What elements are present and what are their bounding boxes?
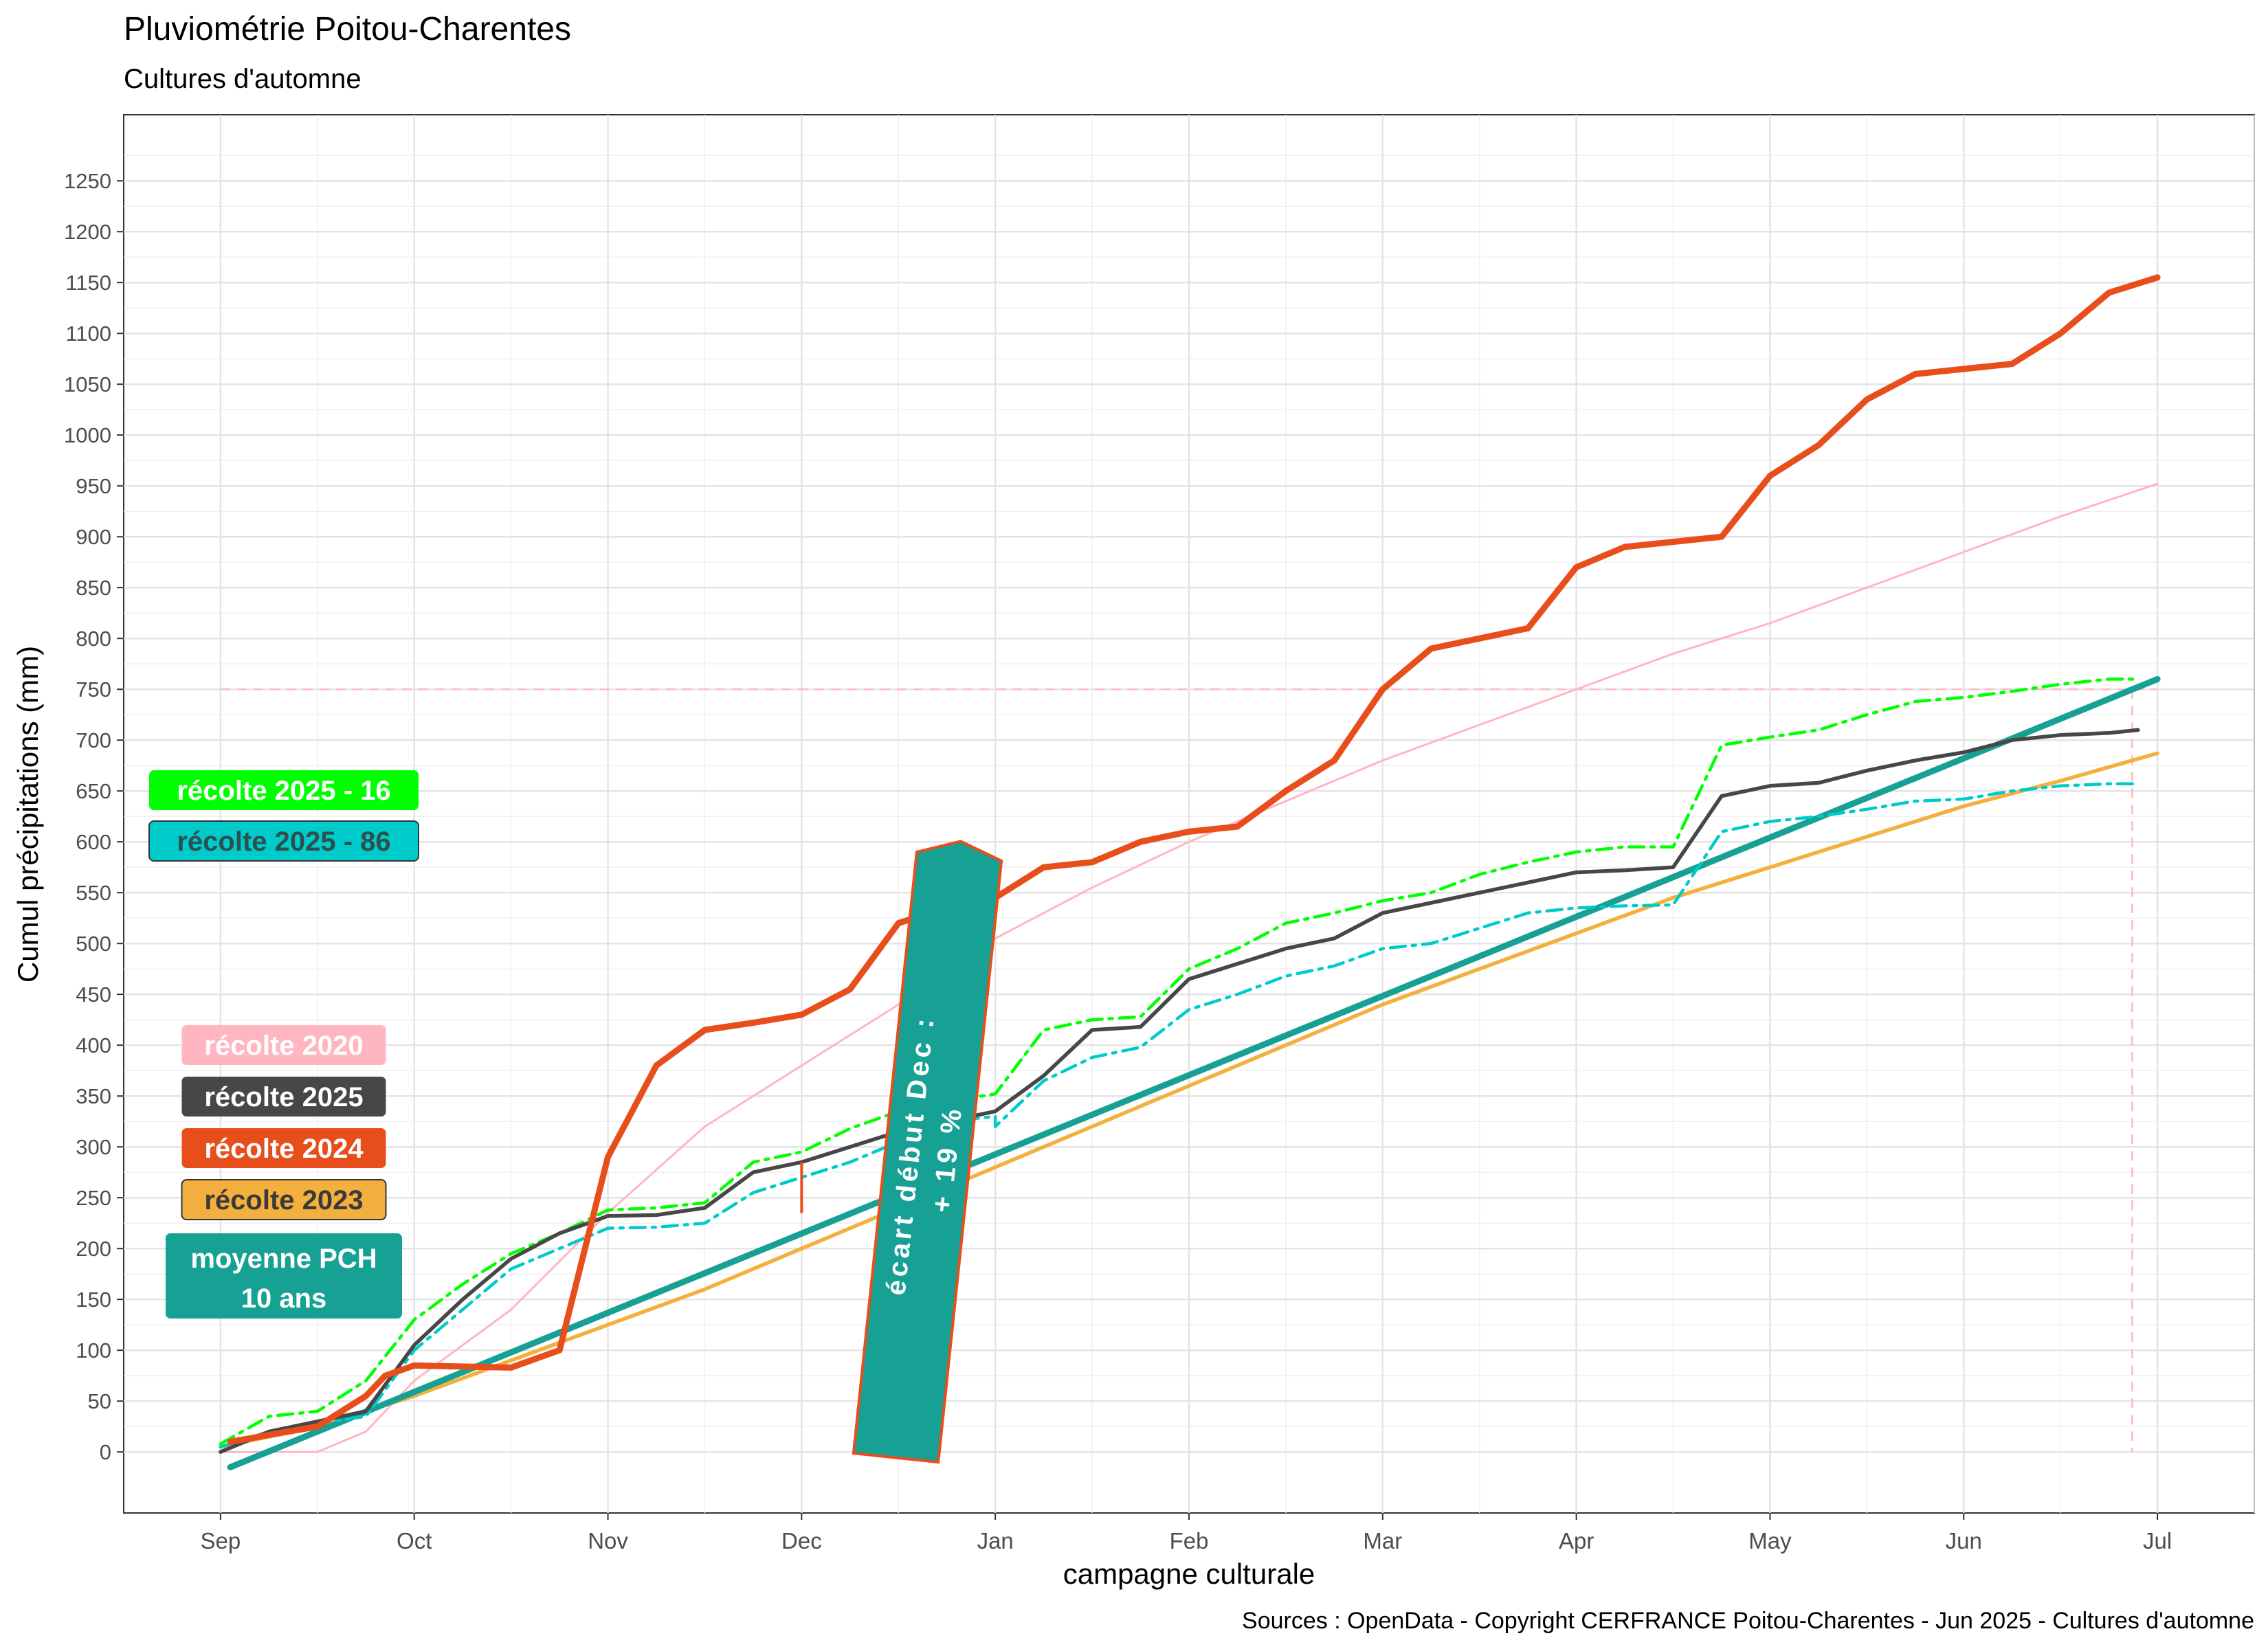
axis-layer: 0 50 100 150 200 250 300 350 400 450 500 550 600 650 7…: [64, 169, 2172, 1553]
y-tick-label: 400: [76, 1033, 111, 1057]
y-tick-label: 1150: [65, 271, 111, 295]
y-axis-label: Cumul précipitations (mm): [12, 646, 44, 983]
y-tick-label: 950: [76, 474, 111, 498]
y-tick-label: 350: [76, 1084, 111, 1108]
y-tick-label: 1050: [64, 372, 111, 396]
chart-title: Pluviométrie Poitou-Charentes: [124, 11, 571, 47]
y-tick-label: 300: [76, 1135, 111, 1159]
legend-box-0: [149, 770, 419, 810]
x-tick-label: May: [1748, 1528, 1792, 1553]
x-tick-label: Mar: [1363, 1528, 1402, 1553]
legend-box-1: [148, 820, 419, 862]
y-tick-label: 500: [76, 932, 111, 956]
series-layer: [219, 274, 2161, 1470]
legend-label-4: récolte 2024: [204, 1134, 364, 1164]
series-line-recolte-2025: [219, 728, 2140, 1454]
y-tick-label: 1250: [64, 169, 111, 193]
x-tick-label: Oct: [397, 1528, 432, 1553]
y-tick-label: 650: [76, 779, 111, 803]
legend-box-2: [181, 1025, 386, 1065]
legend-layer: récolte 2025 - 16 récolte 2025 - 86 récolt…: [148, 770, 419, 1319]
annotation-layer: écart début Dec :+ 19 %: [852, 840, 1003, 1464]
annotation-shape: [852, 840, 1003, 1464]
y-tick-label: 1100: [65, 322, 111, 346]
y-tick-label: 200: [76, 1237, 111, 1261]
y-tick-label: 1200: [64, 220, 111, 244]
x-tick-label: Nov: [588, 1528, 628, 1553]
legend-label-2: récolte 2020: [204, 1031, 363, 1061]
legend-box-3: [181, 1077, 386, 1117]
x-tick-label: Dec: [781, 1528, 822, 1553]
series-line-moyenne: [227, 675, 2161, 1470]
legend-label-6: moyenne PCH: [190, 1244, 377, 1274]
legend-box-4: [181, 1128, 386, 1168]
y-tick-label: 700: [76, 728, 111, 752]
series-line-recolte-2024: [227, 274, 2161, 1445]
legend-label-1: récolte 2025 - 86: [177, 827, 390, 857]
legend-box-6: [166, 1233, 402, 1319]
y-tick-label: 1000: [64, 423, 111, 447]
x-tick-label: Feb: [1170, 1528, 1209, 1553]
series-line-recolte-2025-86: [219, 782, 2140, 1449]
series-line-recolte-2023: [219, 751, 2159, 1449]
legend-label-0: récolte 2025 - 16: [177, 776, 390, 806]
legend-label-3: récolte 2025: [204, 1082, 363, 1112]
grid-layer: [124, 115, 2255, 1513]
x-tick-label: Sep: [201, 1528, 241, 1553]
legend-label-5: récolte 2023: [204, 1185, 363, 1215]
y-tick-label: 100: [76, 1338, 111, 1362]
y-tick-label: 900: [76, 525, 111, 549]
y-tick-label: 800: [76, 627, 111, 651]
y-tick-label: 550: [76, 881, 111, 905]
y-tick-label: 450: [76, 983, 111, 1007]
x-tick-label: Jan: [977, 1528, 1014, 1553]
chart-caption: Sources : OpenData - Copyright CERFRANCE…: [1242, 1608, 2254, 1634]
x-tick-label: Apr: [1559, 1528, 1594, 1553]
y-tick-label: 0: [100, 1440, 111, 1464]
x-tick-label: Jul: [2143, 1528, 2172, 1553]
y-tick-label: 50: [88, 1389, 111, 1413]
y-tick-label: 600: [76, 830, 111, 854]
y-tick-label: 250: [76, 1186, 111, 1210]
x-axis-label: campagne culturale: [1063, 1558, 1315, 1590]
y-tick-label: 150: [76, 1288, 111, 1312]
chart-subtitle: Cultures d'automne: [124, 64, 362, 94]
legend-box-5: [181, 1179, 387, 1220]
x-tick-label: Jun: [1946, 1528, 1982, 1553]
y-tick-label: 750: [76, 677, 111, 702]
legend-label-6-line2: 10 ans: [241, 1283, 327, 1314]
y-tick-label: 850: [76, 576, 111, 600]
annotation-box: écart début Dec :+ 19 %: [852, 840, 1003, 1464]
